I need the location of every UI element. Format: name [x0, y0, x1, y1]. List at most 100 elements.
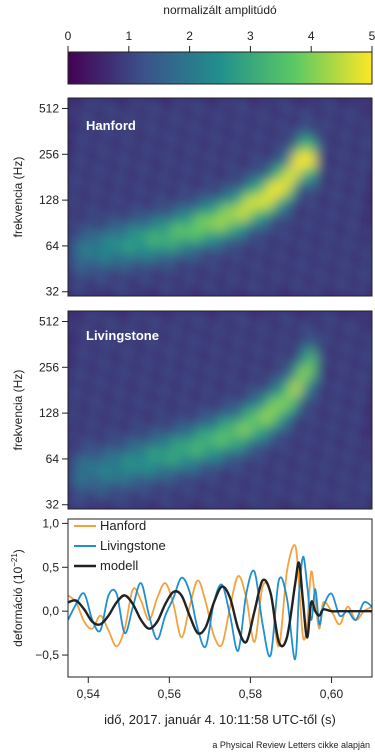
spectrogram-cell [300, 432, 309, 442]
spectrogram-cell [196, 463, 205, 472]
spectrogram-cell [316, 470, 325, 480]
spectrogram-cell [124, 197, 133, 206]
legend-label: modell [100, 558, 138, 573]
spectrogram-cell [220, 349, 229, 358]
spectrogram-cell [236, 341, 245, 350]
spectrogram-cell [340, 501, 349, 509]
spectrogram-cell [284, 158, 293, 168]
spectrogram-cell [252, 402, 261, 411]
spectrogram-cell [252, 151, 261, 160]
spectrogram-cell [332, 463, 341, 472]
x-tick-label: 0,60 [320, 687, 344, 701]
spectrogram-cell [220, 432, 229, 442]
spectrogram-cell [228, 394, 237, 403]
spectrogram-cell [364, 235, 372, 244]
spectrogram-cell [308, 136, 317, 145]
spectrogram-cell [116, 410, 125, 419]
spectrogram-cell [228, 341, 237, 350]
spectrogram-cell [284, 311, 293, 320]
spectrogram-cell [84, 333, 93, 343]
spectrogram-cell [164, 333, 173, 343]
spectrogram-cell [364, 273, 372, 282]
spectrogram-cell [100, 174, 109, 183]
spectrogram-cell [340, 364, 349, 373]
spectrogram-cell [132, 326, 141, 335]
spectrogram-cell [132, 402, 141, 411]
spectrogram-cell [268, 371, 277, 381]
spectrogram-cell [364, 280, 372, 289]
spectrogram-cell [140, 410, 149, 419]
spectrogram-cell [324, 417, 333, 426]
spectrogram-cell [116, 387, 125, 396]
spectrogram-cell [228, 219, 237, 229]
spectrogram-cell [228, 174, 237, 183]
spectrogram-cell [308, 417, 317, 426]
spectrogram-cell [356, 493, 365, 502]
y-tick-label: 0,0 [42, 604, 59, 618]
spectrogram-cell [364, 440, 372, 449]
spectrogram-cell [300, 265, 309, 274]
spectrogram-cell [156, 166, 165, 175]
spectrogram-cell [316, 501, 325, 509]
spectrogram-cell [204, 402, 213, 411]
spectrogram-cell [260, 333, 269, 343]
spectrogram-cell [212, 326, 221, 335]
spectrogram-cell [340, 113, 349, 122]
spectrogram-cell [340, 136, 349, 145]
spectrogram-cell [196, 280, 205, 289]
spectrogram-cell [228, 463, 237, 472]
spectrogram-cell [236, 455, 245, 464]
spectrogram-cell [164, 326, 173, 335]
spectrogram-cell [156, 501, 165, 509]
spectrogram-cell [348, 250, 357, 259]
spectrogram-cell [348, 273, 357, 282]
spectrogram-cell [284, 288, 293, 296]
spectrogram-cell [140, 273, 149, 282]
spectrogram-cell [124, 387, 133, 396]
spectrogram-cell [316, 288, 325, 296]
spectrogram-cell [292, 356, 301, 365]
spectrogram-cell [348, 402, 357, 411]
spectrogram-cell [148, 463, 157, 472]
spectrogram-cell [164, 425, 173, 434]
spectrogram-cell [260, 387, 269, 396]
spectrogram-cell [284, 219, 293, 229]
spectrogram-cell [92, 356, 101, 365]
spectrogram-cell [124, 311, 133, 320]
spectrogram-cell [212, 417, 221, 426]
spectrogram-cell [236, 204, 245, 213]
spectrogram-cell [348, 265, 357, 274]
spectrogram-cell [132, 478, 141, 487]
spectrogram-cell [220, 136, 229, 145]
spectrogram-cell [156, 432, 165, 442]
spectrogram-cell [244, 364, 253, 373]
spectrogram-cell [100, 250, 109, 259]
spectrogram-cell [100, 318, 109, 327]
spectrogram-cell [340, 371, 349, 381]
spectrogram-cell [340, 105, 349, 114]
spectrogram-cell [140, 227, 149, 236]
spectrogram-cell [204, 356, 213, 365]
spectrogram-cell [68, 341, 77, 350]
spectrogram-cell [340, 128, 349, 137]
spectrogram-cell [76, 333, 85, 343]
spectrogram-cell [348, 311, 357, 320]
spectrogram-cell [276, 113, 285, 122]
spectrogram-cell [188, 425, 197, 434]
spectrogram-cell [108, 128, 117, 137]
spectrogram-cell [356, 311, 365, 320]
spectrogram-cell [116, 257, 125, 267]
spectrogram-cell [188, 470, 197, 480]
spectrogram-cell [228, 242, 237, 251]
spectrogram-cell [364, 120, 372, 130]
spectrogram-cell [180, 227, 189, 236]
spectrogram-cell [124, 394, 133, 403]
spectrogram-cell [196, 265, 205, 274]
spectrogram-cell [316, 417, 325, 426]
spectrogram-cell [308, 204, 317, 213]
spectrogram-cell [356, 280, 365, 289]
spectrogram-cell [236, 311, 245, 320]
spectrogram-cell [148, 356, 157, 365]
spectrogram-cell [196, 478, 205, 487]
spectrogram-cell [180, 143, 189, 152]
